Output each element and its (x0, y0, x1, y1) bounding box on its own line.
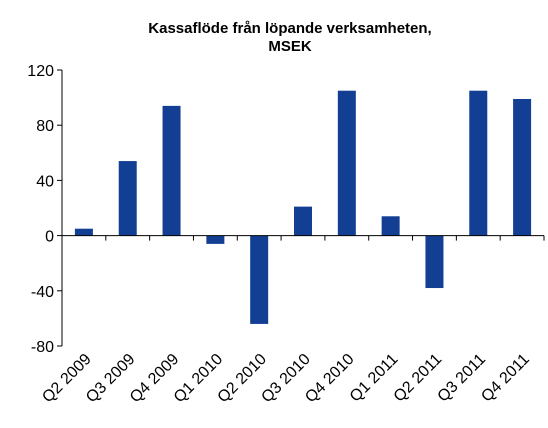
bar (250, 235, 269, 324)
y-tick-label: -80 (31, 339, 54, 356)
bar (118, 161, 137, 236)
chart-title: Kassaflöde från löpande verksamheten, (148, 20, 431, 37)
bar (294, 206, 312, 236)
y-tick-label: 80 (36, 118, 54, 135)
bar (513, 98, 532, 236)
bar (469, 90, 488, 236)
x-tick-label: Q4 2010 (302, 351, 357, 406)
y-tick-label: 0 (45, 229, 54, 246)
bar (74, 228, 93, 236)
bar (381, 216, 400, 236)
chart-title: MSEK (268, 38, 312, 55)
bar (425, 235, 444, 289)
bar (337, 90, 356, 236)
y-tick-label: 120 (27, 63, 54, 80)
x-tick-label: Q4 2011 (478, 351, 533, 406)
y-tick-label: -40 (31, 284, 54, 301)
bar (206, 235, 225, 244)
y-tick-label: 40 (36, 173, 54, 190)
bar (162, 105, 181, 236)
